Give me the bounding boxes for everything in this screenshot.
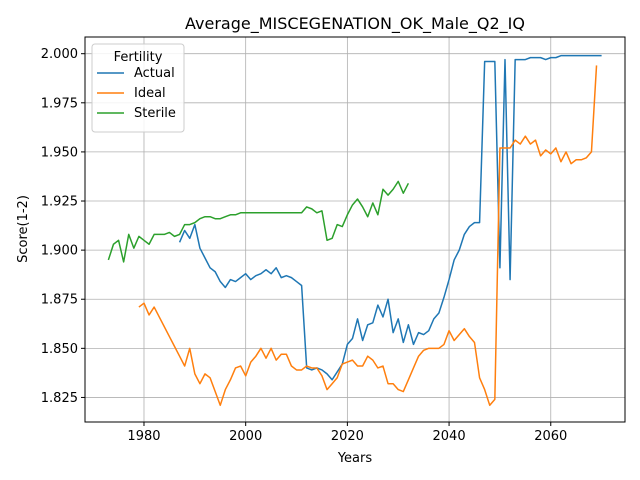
series-lines: [107, 54, 602, 407]
legend-box: [91, 43, 185, 133]
y-tick-label: 2.000: [41, 47, 78, 62]
series-line-ideal: [138, 65, 598, 407]
y-tick-label: 1.825: [41, 391, 78, 406]
x-axis-ticks: 1980 2000 2020 2040 2060: [127, 422, 567, 444]
axes-frame: [84, 36, 626, 423]
y-tick-label: 1.900: [41, 244, 78, 259]
legend-title: Fertility: [114, 50, 163, 65]
legend-items: Actual Ideal Sterile: [97, 66, 176, 121]
y-axis-ticks: 1.825 1.850 1.875 1.900 1.925 1.950 1.975 2.000: [41, 47, 85, 406]
y-tick-label: 1.950: [41, 145, 78, 160]
x-tick-label: 2020: [331, 429, 364, 444]
chart-title: Average_MISCEGENATION_OK_Male_Q2_IQ: [185, 14, 525, 34]
x-tick-label: 2060: [534, 429, 567, 444]
y-tick-label: 1.975: [41, 96, 78, 111]
x-tick-label: 1980: [127, 429, 160, 444]
y-axis-label: Score(1-2): [16, 195, 31, 263]
y-tick-label: 1.925: [41, 195, 78, 210]
x-tick-label: 2000: [229, 429, 262, 444]
series-line-sterile: [107, 180, 410, 263]
legend-label-sterile: Sterile: [134, 106, 176, 121]
series-line-actual: [178, 54, 602, 381]
legend-label-actual: Actual: [134, 66, 175, 81]
x-tick-label: 2040: [433, 429, 466, 444]
legend-label-ideal: Ideal: [134, 86, 166, 101]
x-axis-label: Years: [337, 451, 373, 466]
legend: Fertility Actual Ideal Sterile: [91, 43, 185, 133]
y-tick-label: 1.850: [41, 342, 78, 357]
y-tick-label: 1.875: [41, 293, 78, 308]
